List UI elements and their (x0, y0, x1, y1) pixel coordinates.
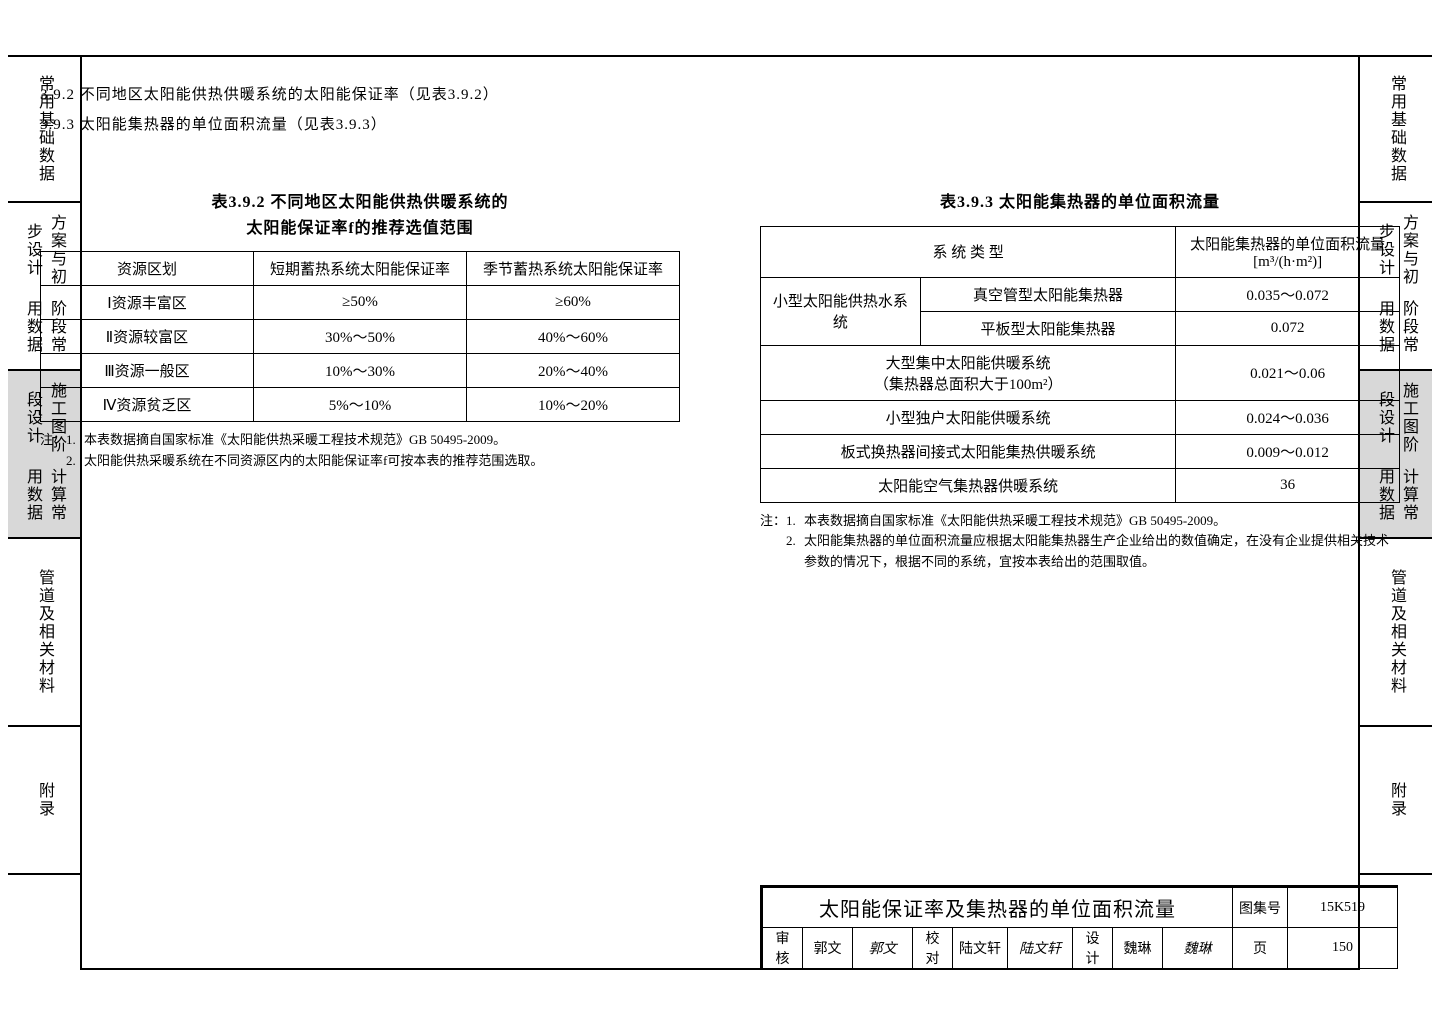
table392-title: 表3.9.2 不同地区太阳能供热供暖系统的 太阳能保证率f的推荐选值范围 (40, 190, 680, 241)
page-label: 页 (1233, 928, 1288, 969)
table-row: 太阳能空气集热器供暖系统 36 (761, 468, 1400, 502)
table-row: Ⅰ资源丰富区≥50%≥60% (41, 286, 680, 320)
design-signature: 魏琳 (1163, 928, 1233, 969)
main-content: 3.9.2 不同地区太阳能供热供暖系统的太阳能保证率（见表3.9.2） 3.9.… (40, 80, 1400, 573)
drawing-title: 太阳能保证率及集热器的单位面积流量 (763, 888, 1233, 928)
review-label: 审核 (763, 928, 803, 969)
design-name: 魏琳 (1113, 928, 1163, 969)
table393-title: 表3.9.3 太阳能集热器的单位面积流量 (760, 190, 1400, 216)
tab-appendix: 附录 (8, 727, 80, 875)
table-row: 大型集中太阳能供暖系统 （集热器总面积大于100m²） 0.021～0.06 (761, 345, 1400, 400)
section-references: 3.9.2 不同地区太阳能供热供暖系统的太阳能保证率（见表3.9.2） 3.9.… (40, 80, 1400, 140)
col-right: 表3.9.3 太阳能集热器的单位面积流量 系 统 类 型 太阳能集热器的单位面积… (760, 190, 1400, 573)
tab-appendix-r: 附录 (1360, 727, 1432, 875)
check-name: 陆文轩 (953, 928, 1008, 969)
design-label: 设计 (1073, 928, 1113, 969)
table-row: Ⅳ资源贫乏区5%～10%10%～20% (41, 388, 680, 422)
table392-notes: 注： 1. 本表数据摘自国家标准《太阳能供热采暖工程技术规范》GB 50495-… (40, 430, 680, 472)
table392: 资源区划 短期蓄热系统太阳能保证率 季节蓄热系统太阳能保证率 Ⅰ资源丰富区≥50… (40, 251, 680, 422)
col-header: 资源区划 (41, 252, 254, 286)
code-label: 图集号 (1233, 888, 1288, 928)
table393-notes: 注： 1. 本表数据摘自国家标准《太阳能供热采暖工程技术规范》GB 50495-… (760, 511, 1400, 573)
col-header: 短期蓄热系统太阳能保证率 (254, 252, 467, 286)
page-number: 150 (1288, 928, 1398, 969)
table-row: Ⅱ资源较富区30%～50%40%～60% (41, 320, 680, 354)
columns: 表3.9.2 不同地区太阳能供热供暖系统的 太阳能保证率f的推荐选值范围 资源区… (40, 190, 1400, 573)
table-header-row: 系 统 类 型 太阳能集热器的单位面积流量 [m³/(h·m²)] (761, 226, 1400, 277)
code: 15K519 (1288, 888, 1398, 928)
ref-392: 3.9.2 不同地区太阳能供热供暖系统的太阳能保证率（见表3.9.2） (40, 80, 1400, 110)
review-name: 郭文 (803, 928, 853, 969)
table-row: Ⅲ资源一般区10%～30%20%～40% (41, 354, 680, 388)
check-signature: 陆文轩 (1008, 928, 1073, 969)
col-header: 太阳能集热器的单位面积流量 [m³/(h·m²)] (1176, 226, 1400, 277)
table-row: 小型太阳能供热水系统 真空管型太阳能集热器 0.035～0.072 (761, 277, 1400, 311)
review-signature: 郭文 (853, 928, 913, 969)
col-left: 表3.9.2 不同地区太阳能供热供暖系统的 太阳能保证率f的推荐选值范围 资源区… (40, 190, 680, 573)
table-row: 小型独户太阳能供暖系统 0.024～0.036 (761, 400, 1400, 434)
table-row: 板式换热器间接式太阳能集热供暖系统 0.009～0.012 (761, 434, 1400, 468)
col-header: 季节蓄热系统太阳能保证率 (467, 252, 680, 286)
table393: 系 统 类 型 太阳能集热器的单位面积流量 [m³/(h·m²)] 小型太阳能供… (760, 226, 1400, 503)
col-header: 系 统 类 型 (761, 226, 1176, 277)
table-header-row: 资源区划 短期蓄热系统太阳能保证率 季节蓄热系统太阳能保证率 (41, 252, 680, 286)
check-label: 校对 (913, 928, 953, 969)
ref-393: 3.9.3 太阳能集热器的单位面积流量（见表3.9.3） (40, 110, 1400, 140)
title-block: 太阳能保证率及集热器的单位面积流量 图集号 15K519 审核 郭文 郭文 校对… (760, 885, 1398, 969)
